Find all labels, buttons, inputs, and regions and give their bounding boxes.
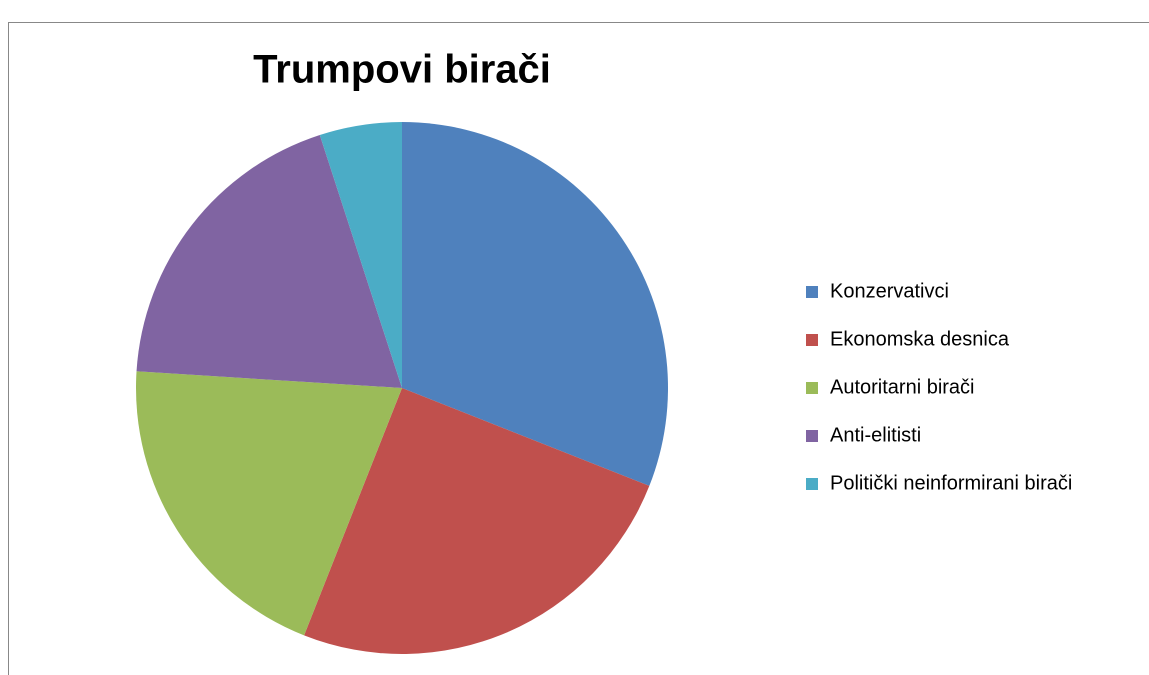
pie-slice [136,371,402,636]
legend-swatch [806,334,818,346]
pie-slice [304,388,650,654]
legend-label: Politički neinformirani birači [830,472,1072,494]
legend-swatch [806,382,818,394]
legend-swatch [806,430,818,442]
legend-label: Autoritarni birači [830,376,975,398]
legend-label: Ekonomska desnica [830,328,1010,350]
legend-swatch [806,286,818,298]
pie-slice [319,122,402,388]
legend-swatch [806,478,818,490]
pie-slice [136,135,402,388]
chart-title: Trumpovi birači [253,48,551,92]
legend-label: Anti-elitisti [830,424,921,446]
legend-label: Konzervativci [830,280,949,302]
pie-slice [402,122,668,486]
